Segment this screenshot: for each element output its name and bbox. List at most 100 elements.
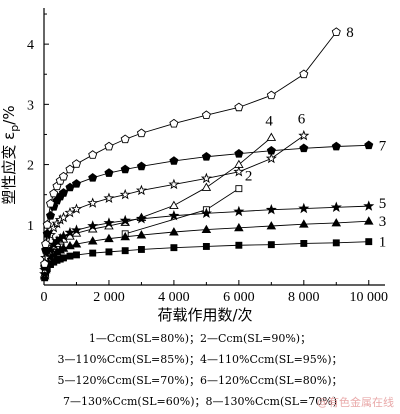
series-7-point <box>104 168 114 177</box>
series-8-point <box>41 239 51 248</box>
x-tick-label: 4 000 <box>158 290 190 305</box>
series-8-point <box>104 141 114 151</box>
y-tick-label: 1 <box>27 219 34 234</box>
series-7-point <box>299 143 309 153</box>
series-6-point <box>57 211 69 223</box>
series-5-point <box>119 214 131 226</box>
series-5-point <box>39 268 51 279</box>
series-7-point <box>58 188 69 197</box>
series-8-point <box>169 118 179 128</box>
series-5-point <box>363 200 375 211</box>
series-1-point <box>66 252 74 260</box>
series-8-point <box>299 69 309 79</box>
x-tick-label: 6 000 <box>223 290 255 305</box>
series-1-point <box>73 251 80 259</box>
series-6-point <box>265 152 277 164</box>
axes: 0 2 000 4 000 6 000 8 000 10 000 1 2 3 4 <box>27 8 388 305</box>
series-8-point <box>266 90 276 100</box>
series-5-point <box>70 224 82 235</box>
series-4-point <box>266 132 277 141</box>
series-8-point <box>45 198 56 208</box>
series-8-point <box>201 110 211 120</box>
series-3-point <box>201 224 212 234</box>
series-5-point <box>168 209 180 221</box>
series-5-point <box>200 207 212 219</box>
y-tick-label: 4 <box>27 38 34 53</box>
series-7-point <box>71 179 81 188</box>
series-3-point <box>136 230 147 239</box>
series-8-point <box>42 220 52 229</box>
series-8-point <box>88 150 98 159</box>
curve-label-1: 1 <box>379 235 387 251</box>
series-8-point <box>49 188 59 198</box>
y-tick-label: 2 <box>27 159 34 174</box>
series-1-point <box>121 247 129 255</box>
legend-row: 7—130%Ccm(SL=60%)；8—130%Ccm(SL=70%) <box>62 395 338 408</box>
legend-row: 5—120%Ccm(SL=70%)；6—120%Ccm(SL=80%)； <box>57 374 343 387</box>
series-3-point <box>299 219 309 228</box>
series-1-point <box>170 244 178 252</box>
series-3-point <box>363 216 374 225</box>
series-1-point <box>332 239 340 247</box>
series-8-point <box>40 259 50 268</box>
series-7-point <box>45 210 56 220</box>
series-7-point <box>169 156 179 165</box>
watermark: @有色金属在线 <box>317 396 394 409</box>
series-6-point <box>298 129 310 141</box>
series-4-point <box>169 200 179 209</box>
series-8-point <box>65 164 75 174</box>
series-7-point <box>201 151 211 161</box>
series-6-point <box>168 178 180 190</box>
series-4-point <box>201 182 212 191</box>
curve-label-8: 8 <box>346 25 354 41</box>
curve-label-3: 3 <box>379 214 387 230</box>
series-5-point <box>233 205 245 217</box>
curve-label-5: 5 <box>379 196 387 212</box>
x-tick-label: 10 000 <box>350 290 389 305</box>
series-3-point <box>120 231 130 241</box>
series-8-point <box>136 128 146 138</box>
chart: 0 2 000 4 000 6 000 8 000 10 000 1 2 3 4 1 2 3 4 5 6 7 8… <box>0 8 388 324</box>
x-axis-label: 荷载作用数/次 <box>157 306 252 324</box>
curve-labels: 1 2 3 4 5 6 7 8 <box>245 25 387 251</box>
series-3-point <box>266 221 277 230</box>
series-3-point <box>104 233 114 243</box>
series-2-point <box>235 185 243 193</box>
series-3-point <box>234 222 244 232</box>
legend-row: 3—110%Ccm(SL=85%)；4—110%Ccm(SL=95%)； <box>57 353 343 366</box>
series-3-point <box>87 236 98 245</box>
y-axis-label: 塑性应变 εp/% <box>0 105 21 204</box>
series-8-point <box>58 171 69 181</box>
series-6-point <box>135 184 147 196</box>
series-1-point <box>60 254 67 262</box>
series-5-point <box>135 212 147 224</box>
series-5-point <box>64 226 76 238</box>
series-6-point <box>200 172 212 184</box>
series-5-point <box>87 220 99 231</box>
y-tick-label: 3 <box>27 98 34 113</box>
series-1-point <box>105 248 113 256</box>
series-7-point <box>266 145 276 155</box>
series-8-point <box>120 134 130 144</box>
series-8-point <box>331 27 341 36</box>
series-6-point <box>119 188 131 200</box>
series-6-point <box>103 192 115 203</box>
series-6-point <box>87 197 99 208</box>
series-7-point <box>42 229 52 238</box>
curve-label-7: 7 <box>379 138 387 154</box>
x-tick-label: 2 000 <box>93 290 125 305</box>
series-1-point <box>137 246 145 253</box>
series-3-point <box>71 239 82 248</box>
series-1-point <box>300 239 308 247</box>
curve-label-6: 6 <box>298 112 306 128</box>
series-5-point <box>330 201 342 213</box>
curve-label-2: 2 <box>245 169 253 185</box>
curve-label-4: 4 <box>265 113 273 129</box>
series-8-point <box>234 102 244 112</box>
series-3-point <box>331 218 342 227</box>
series-8-point <box>71 159 81 168</box>
series-5-point <box>265 203 277 215</box>
series-2-line <box>125 188 240 235</box>
series-1-point <box>365 238 373 246</box>
series-1-point <box>89 249 97 257</box>
